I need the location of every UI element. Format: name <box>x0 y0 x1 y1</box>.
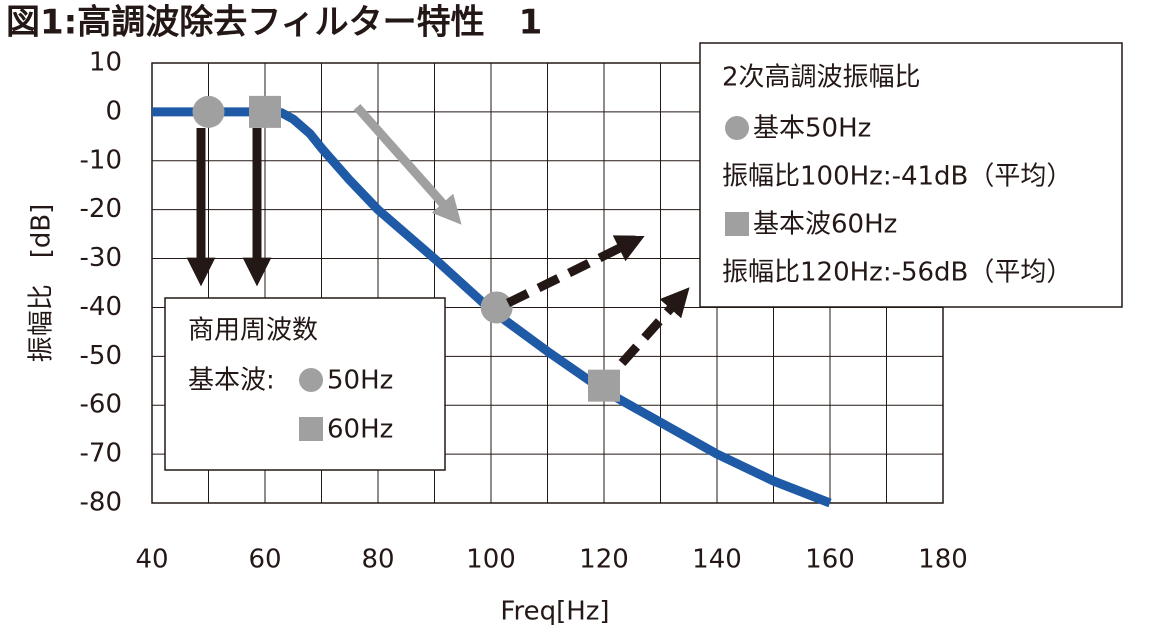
legend-square <box>725 212 749 236</box>
arrows <box>186 104 690 366</box>
marker-square <box>249 95 281 128</box>
arrow <box>353 104 462 225</box>
arrow <box>618 287 690 366</box>
box-heading: 商用周波数 <box>188 316 318 346</box>
x-tick-label: 120 <box>579 545 629 575</box>
box <box>699 42 1123 308</box>
y-axis-label: 振幅比 [dB] <box>27 204 57 363</box>
box-text: 基本50Hz <box>753 114 871 144</box>
y-tick-label: 10 <box>89 48 122 78</box>
mains-box: 商用周波数 基本波: 50Hz 60Hz <box>164 297 446 471</box>
x-tick-label: 40 <box>135 545 168 575</box>
y-tick-label: -50 <box>80 341 122 371</box>
y-tick-label: 0 <box>105 96 122 126</box>
y-tick-label: -10 <box>80 145 122 175</box>
marker-circle <box>192 95 225 128</box>
y-tick-label: -70 <box>80 439 122 469</box>
box-text: 基本波60Hz <box>753 210 897 240</box>
legend-circle <box>725 116 749 140</box>
harmonic-box: 2次高調波振幅比 基本50Hz 振幅比100Hz:-41dB（平均） 基本波60… <box>699 42 1123 308</box>
y-tick-label: -40 <box>80 292 122 322</box>
y-tick-label: -20 <box>80 194 122 224</box>
box-heading: 2次高調波振幅比 <box>722 63 921 93</box>
y-tick-label: -60 <box>80 390 122 420</box>
x-tick-label: 100 <box>466 545 516 575</box>
y-tick-label: -30 <box>80 243 122 273</box>
x-tick-label: 180 <box>918 545 968 575</box>
legend-circle <box>299 368 323 392</box>
y-tick-label: -80 <box>80 488 122 518</box>
marker-circle <box>480 291 513 324</box>
x-axis-label: Freq[Hz] <box>500 597 609 627</box>
box-text: 基本波: <box>188 366 275 396</box>
box-text: 振幅比100Hz:-41dB（平均） <box>722 162 1072 192</box>
chart-title: 図1:高調波除去フィルター特性 1 <box>6 3 542 43</box>
legend-square <box>299 417 323 441</box>
box-text: 60Hz <box>327 415 393 445</box>
marker-square <box>588 369 620 402</box>
box-text: 50Hz <box>327 366 393 396</box>
x-tick-label: 140 <box>692 545 742 575</box>
x-tick-label: 160 <box>805 545 855 575</box>
x-tick-label: 80 <box>361 545 394 575</box>
x-tick-label: 60 <box>248 545 281 575</box>
arrow <box>506 235 645 308</box>
box-text: 振幅比120Hz:-56dB（平均） <box>722 258 1072 288</box>
